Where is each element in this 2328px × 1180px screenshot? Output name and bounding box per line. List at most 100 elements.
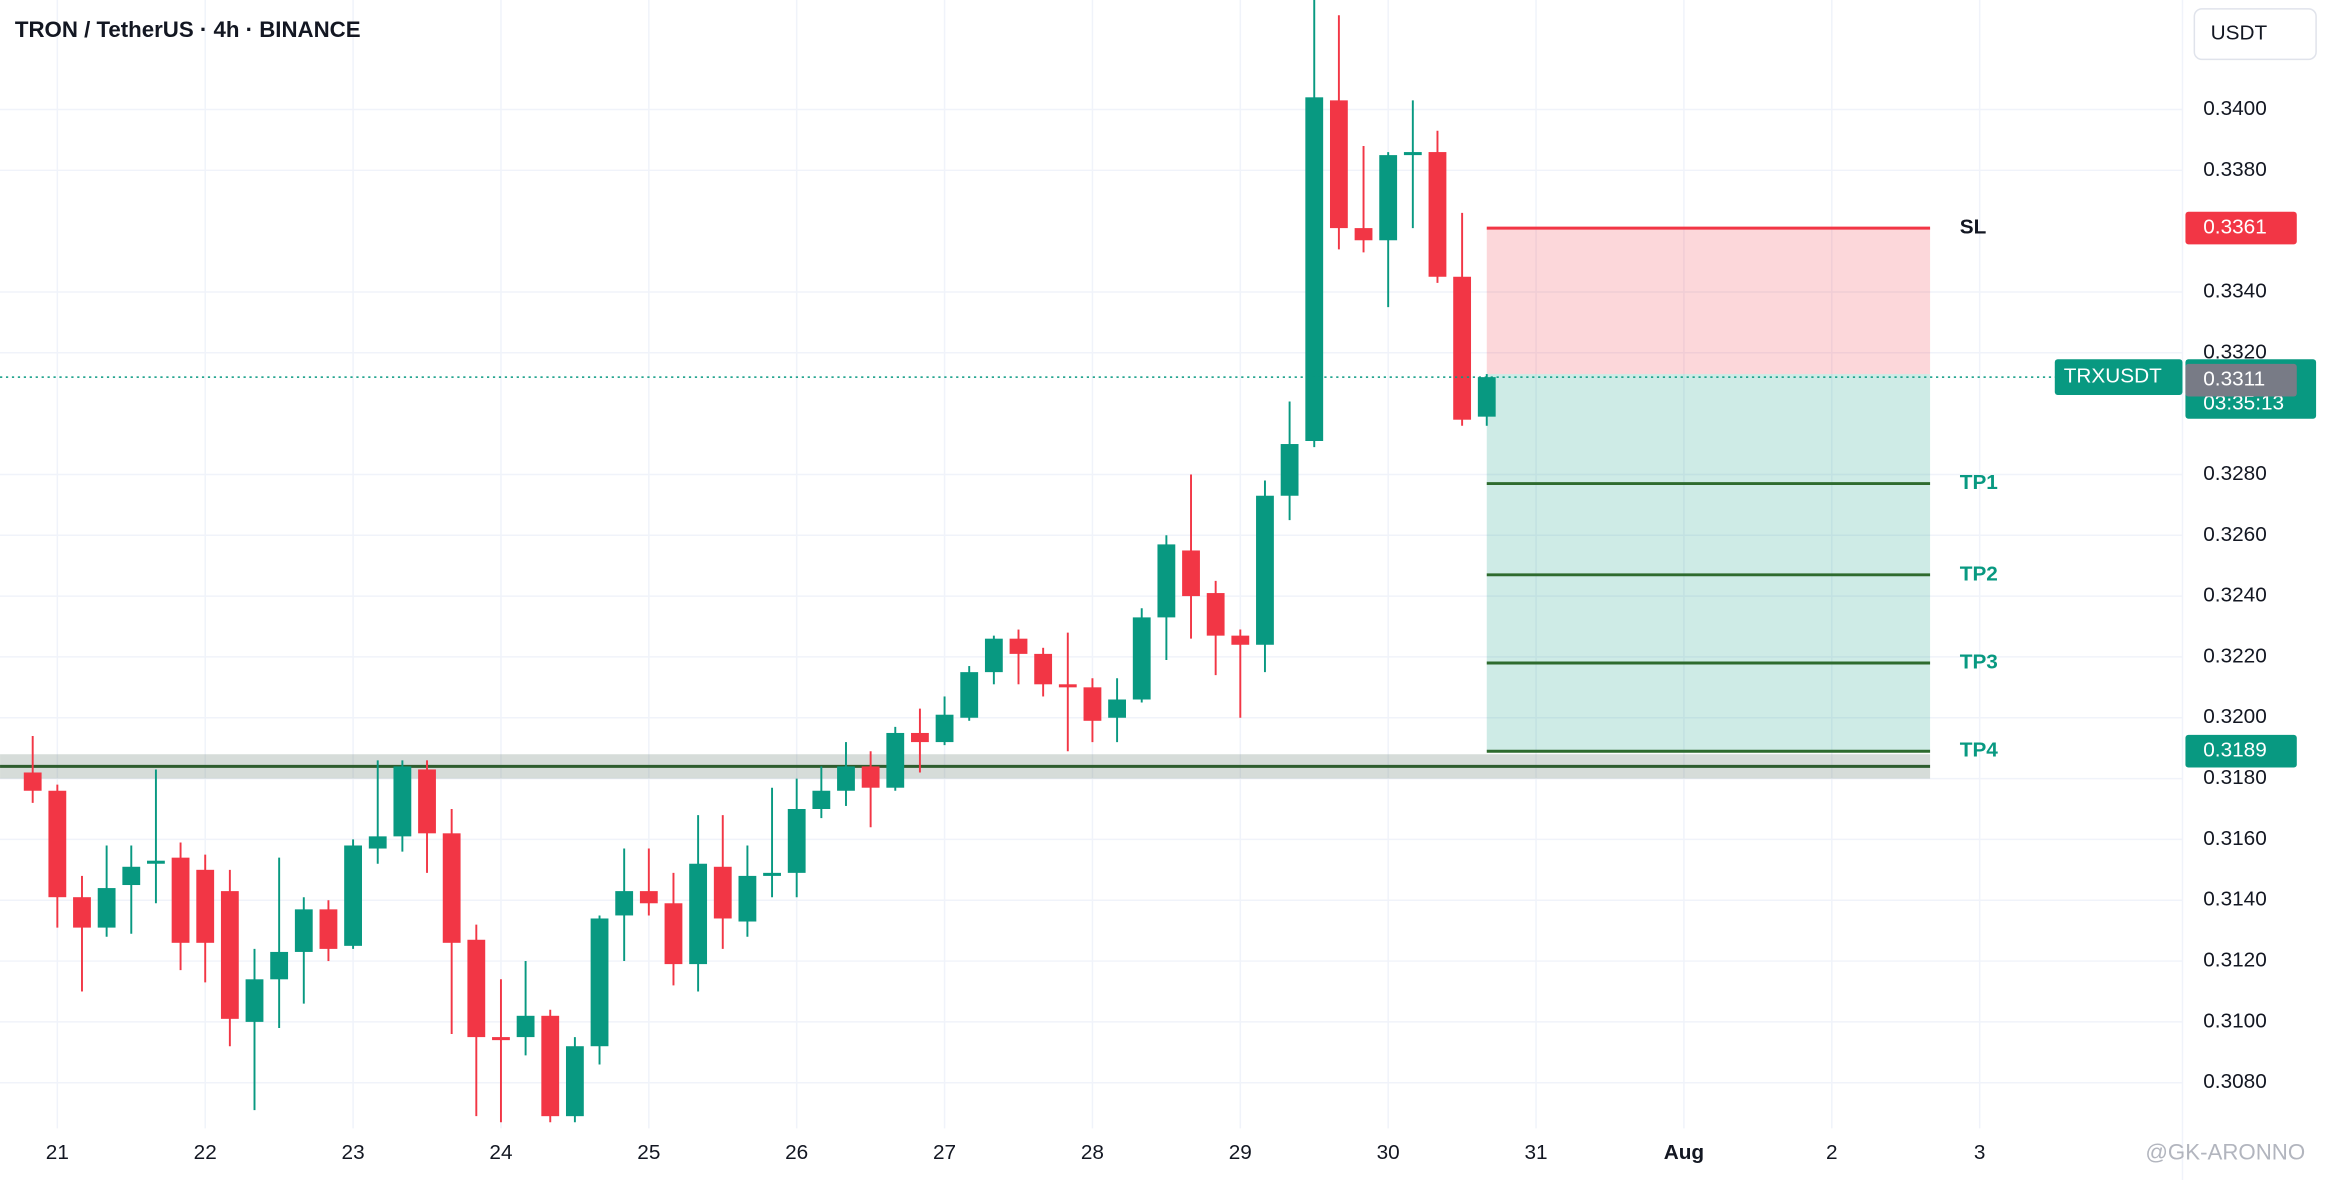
target-label: TP4 bbox=[1960, 739, 1999, 762]
candle-body bbox=[1280, 444, 1299, 496]
candle-body bbox=[984, 638, 1003, 673]
candle-body bbox=[960, 672, 979, 718]
candle-body bbox=[171, 857, 190, 943]
symbol-badge bbox=[2054, 359, 2183, 395]
y-tick-label: 0.3380 bbox=[2203, 158, 2267, 181]
plot bbox=[0, 0, 1931, 1123]
candle-body bbox=[97, 888, 116, 928]
candle-body bbox=[713, 866, 732, 919]
candle-body bbox=[1428, 152, 1447, 277]
x-tick-label: 2 bbox=[1826, 1141, 1838, 1164]
x-tick-label: 24 bbox=[489, 1141, 512, 1164]
candle-body bbox=[245, 979, 264, 1022]
candle-body bbox=[1477, 377, 1496, 417]
y-tick-label: 0.3240 bbox=[2203, 584, 2267, 607]
x-tick-label: 31 bbox=[1524, 1141, 1547, 1164]
candle-body bbox=[516, 1015, 535, 1038]
candle-body bbox=[935, 714, 954, 743]
candle-body bbox=[492, 1037, 510, 1041]
chart-title: TRON / TetherUS · 4h · BINANCE bbox=[15, 17, 361, 42]
symbol-label: TRXUSDT bbox=[2064, 365, 2162, 388]
x-tick-label: 22 bbox=[194, 1141, 217, 1164]
x-tick-label: 21 bbox=[46, 1141, 69, 1164]
candle-body bbox=[1329, 100, 1348, 229]
candle-body bbox=[1157, 544, 1176, 618]
candle-body bbox=[1108, 699, 1126, 718]
grid bbox=[0, 0, 2183, 1129]
target-badge bbox=[2185, 734, 2297, 768]
target-label: TP1 bbox=[1960, 471, 1998, 494]
candle-body bbox=[48, 790, 67, 898]
bid-badge bbox=[2185, 363, 2297, 397]
watermark: @GK-ARONNO bbox=[2145, 1139, 2305, 1164]
candle-body bbox=[1132, 617, 1151, 700]
candle-body bbox=[220, 891, 239, 1019]
candle-body bbox=[418, 769, 436, 834]
y-tick-label: 0.3400 bbox=[2203, 97, 2267, 120]
y-tick-label: 0.3100 bbox=[2203, 1009, 2267, 1032]
candle-body bbox=[541, 1015, 560, 1117]
bid-price: 0.3311 bbox=[2203, 368, 2265, 391]
x-tick-label: 29 bbox=[1229, 1141, 1252, 1164]
candle-body bbox=[294, 909, 313, 952]
candle-body bbox=[664, 903, 683, 965]
candle-body bbox=[319, 909, 338, 949]
stop-loss-price: 0.3361 bbox=[2203, 216, 2267, 239]
x-tick-label: Aug bbox=[1664, 1141, 1704, 1164]
target-price: 0.3189 bbox=[2203, 739, 2267, 762]
candle-body bbox=[270, 951, 289, 980]
y-tick-label: 0.3140 bbox=[2203, 888, 2267, 911]
currency-label[interactable]: USDT bbox=[2211, 22, 2268, 45]
y-tick-label: 0.3180 bbox=[2203, 766, 2267, 789]
candle-body bbox=[1305, 97, 1324, 441]
y-tick-label: 0.3200 bbox=[2203, 705, 2267, 728]
candle-body bbox=[23, 772, 42, 791]
candle-body bbox=[1058, 684, 1077, 688]
currency-button[interactable] bbox=[2193, 8, 2317, 61]
candle-body bbox=[763, 872, 781, 876]
y-tick-label: 0.3260 bbox=[2203, 523, 2267, 546]
candle-body bbox=[73, 897, 91, 928]
candle-body bbox=[1354, 228, 1373, 241]
candle-body bbox=[1231, 635, 1250, 645]
candle-body bbox=[565, 1046, 584, 1117]
risk-zone bbox=[1486, 228, 1931, 375]
y-tick-label: 0.3080 bbox=[2203, 1070, 2267, 1093]
candle-body bbox=[467, 939, 486, 1038]
x-tick-label: 25 bbox=[637, 1141, 660, 1164]
target-label: TP3 bbox=[1960, 650, 1998, 673]
countdown: 03:35:13 bbox=[2203, 391, 2284, 414]
candle-body bbox=[1256, 495, 1274, 645]
x-tick-label: 28 bbox=[1081, 1141, 1104, 1164]
y-tick-label: 0.3120 bbox=[2203, 949, 2267, 972]
candle-body bbox=[122, 866, 141, 886]
candle-body bbox=[738, 875, 757, 922]
candle-body bbox=[689, 863, 708, 965]
y-tick-label: 0.3340 bbox=[2203, 279, 2267, 302]
candle-body bbox=[615, 891, 634, 916]
x-tick-label: 23 bbox=[342, 1141, 365, 1164]
candle-body bbox=[1182, 550, 1200, 597]
x-tick-label: 30 bbox=[1377, 1141, 1400, 1164]
candle-body bbox=[812, 790, 831, 809]
candle-body bbox=[442, 833, 461, 943]
candle-body bbox=[911, 732, 929, 743]
candle-body bbox=[368, 836, 387, 849]
candle-body bbox=[861, 766, 880, 788]
candle-body bbox=[393, 766, 412, 837]
y-tick-label: 0.3280 bbox=[2203, 462, 2267, 485]
candle-body bbox=[1009, 638, 1028, 654]
candle-body bbox=[147, 860, 165, 864]
stop-loss-badge bbox=[2185, 211, 2297, 245]
y-tick-label: 0.3220 bbox=[2203, 644, 2267, 667]
candle-body bbox=[837, 766, 855, 791]
candle-body bbox=[196, 869, 215, 943]
reward-zone bbox=[1486, 374, 1931, 752]
x-tick-label: 27 bbox=[933, 1141, 956, 1164]
candle-body bbox=[1403, 152, 1422, 156]
candle-body bbox=[1453, 276, 1472, 420]
candle-body bbox=[590, 918, 609, 1047]
target-label: TP2 bbox=[1960, 562, 1998, 585]
